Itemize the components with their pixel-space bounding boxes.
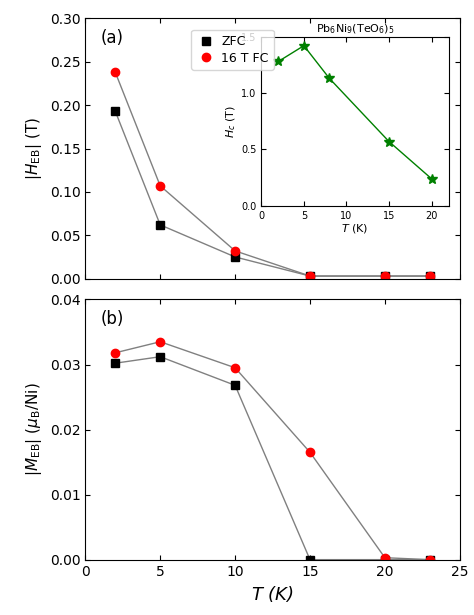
Text: (b): (b) bbox=[100, 310, 124, 328]
16 T FC bbox=[307, 272, 313, 280]
16 T FC bbox=[157, 182, 163, 189]
X-axis label: $T$ (K): $T$ (K) bbox=[251, 584, 294, 604]
ZFC bbox=[307, 272, 313, 280]
ZFC bbox=[157, 221, 163, 229]
Legend: ZFC, 16 T FC: ZFC, 16 T FC bbox=[191, 30, 274, 69]
Line: ZFC: ZFC bbox=[111, 107, 434, 280]
ZFC bbox=[427, 272, 433, 280]
Line: 16 T FC: 16 T FC bbox=[111, 68, 434, 280]
Text: (a): (a) bbox=[100, 29, 123, 47]
Y-axis label: $|H_{\mathrm{EB}}|$ (T): $|H_{\mathrm{EB}}|$ (T) bbox=[24, 117, 44, 180]
ZFC bbox=[112, 108, 118, 115]
16 T FC bbox=[232, 247, 238, 255]
ZFC bbox=[232, 253, 238, 261]
16 T FC bbox=[382, 272, 388, 280]
Y-axis label: $|M_{\mathrm{EB}}|$ ($\mu_{\mathrm{B}}$/Ni): $|M_{\mathrm{EB}}|$ ($\mu_{\mathrm{B}}$/… bbox=[24, 383, 44, 477]
ZFC bbox=[382, 272, 388, 280]
16 T FC bbox=[427, 272, 433, 280]
16 T FC bbox=[112, 68, 118, 76]
